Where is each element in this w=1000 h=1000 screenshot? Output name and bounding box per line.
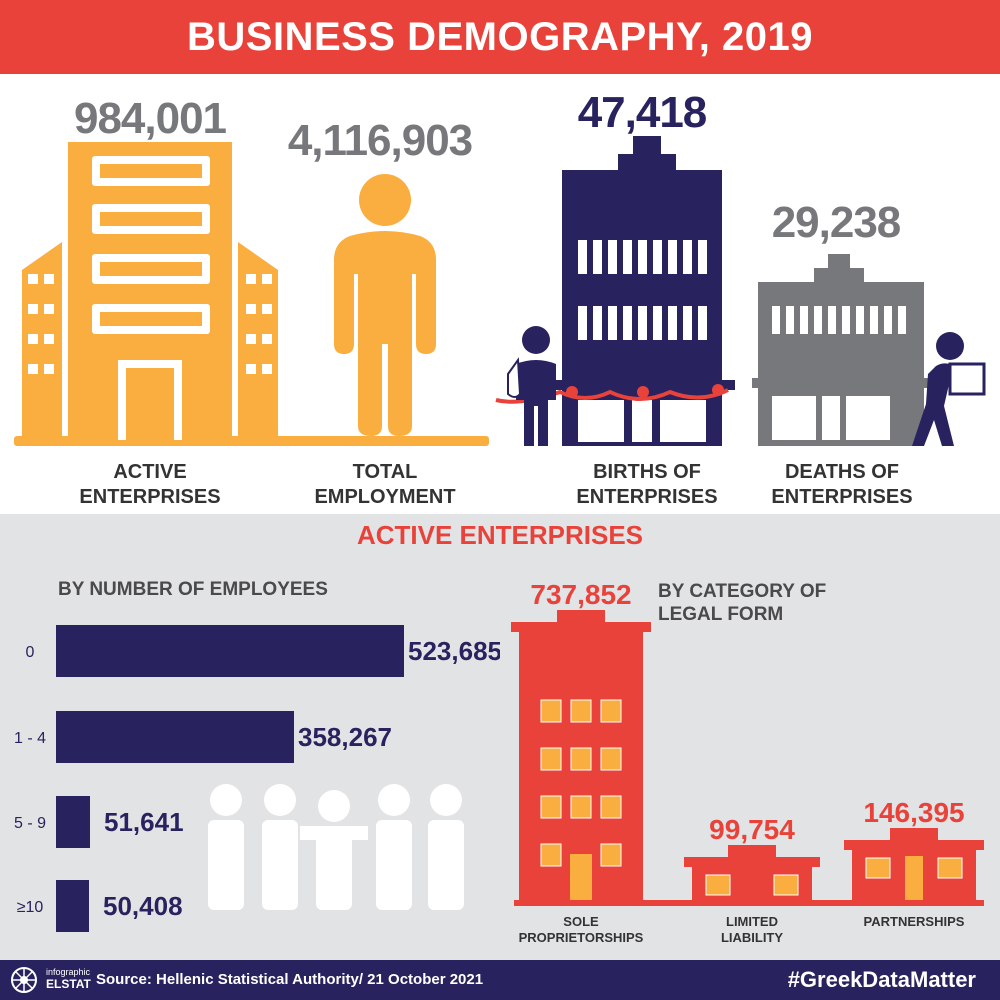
kpi-value-deaths: 29,238 — [771, 198, 902, 247]
logo-line: infographic — [46, 967, 91, 977]
legal-form-chart-title: BY CATEGORY OF LEGAL FORM — [658, 580, 826, 626]
employees-bar — [56, 625, 404, 677]
legal-form-category-label: PROPRIETORSHIPS — [519, 930, 644, 945]
legal-form-category-label: PARTNERSHIPS — [864, 914, 965, 929]
title-bar — [0, 0, 1000, 74]
legal-form-value-label: 737,852 — [530, 580, 631, 610]
kpi-label-line: BIRTHS OF — [593, 461, 701, 483]
kpi-label-line: ENTERPRISES — [79, 486, 221, 508]
page-title: BUSINESS DEMOGRAPHY, 2019 — [186, 15, 813, 59]
person-carrying-box-icon — [912, 332, 986, 446]
legal-form-category-label: LIABILITY — [721, 930, 783, 945]
source-text: Source: Hellenic Statistical Authority/ … — [96, 971, 484, 988]
kpi-value-employment: 4,116,903 — [287, 116, 473, 165]
employees-category-label: ≥10 — [17, 899, 44, 916]
legal-form-title-line: BY CATEGORY OF — [658, 581, 827, 602]
footer-bar — [0, 960, 1000, 1000]
kpi-label-births: BIRTHS OF ENTERPRISES — [565, 460, 729, 510]
kpi-value-active: 984,001 — [73, 94, 227, 143]
kpi-label-employment: TOTAL EMPLOYMENT — [300, 460, 470, 510]
elstat-logo-text: infographic ELSTAT — [46, 966, 91, 990]
employees-bar — [56, 711, 294, 763]
employees-category-label: 0 — [26, 644, 35, 661]
office-building-icon — [22, 142, 278, 440]
legal-form-bar — [844, 828, 984, 902]
kpi-label-line: ACTIVE — [113, 461, 187, 483]
workers-group-icon — [208, 784, 464, 910]
legal-form-value-label: 146,395 — [863, 797, 964, 828]
closed-building-icon — [752, 254, 928, 446]
section-title: ACTIVE ENTERPRISES — [356, 520, 644, 550]
person-icon — [334, 174, 436, 436]
hashtag-text: #GreekDataMatter — [787, 967, 976, 992]
kpi-label-line: ENTERPRISES — [771, 486, 913, 508]
employees-chart-title: BY NUMBER OF EMPLOYEES — [58, 579, 328, 600]
legal-form-title-line: LEGAL FORM — [658, 604, 784, 625]
legal-form-category-label: SOLE — [563, 914, 599, 929]
employees-bar-chart: 0 523,685 1 - 4 358,267 5 - 9 51,641 ≥10 50,408 — [14, 625, 500, 932]
new-building-icon — [495, 136, 735, 446]
elstat-logo-icon — [11, 967, 37, 993]
employees-bar — [56, 880, 89, 932]
employees-value-label: 523,685 — [408, 636, 500, 666]
employees-value-label: 50,408 — [103, 891, 183, 921]
employees-category-label: 1 - 4 — [14, 730, 46, 747]
legal-ground-line — [514, 900, 984, 906]
employees-value-label: 51,641 — [104, 807, 184, 837]
legal-form-value-label: 99,754 — [709, 814, 795, 845]
kpi-label-line: TOTAL — [352, 461, 418, 483]
legal-form-bar — [511, 610, 651, 902]
employees-bar — [56, 796, 90, 848]
employees-value-label: 358,267 — [298, 722, 392, 752]
kpi-illustrations — [14, 136, 986, 446]
kpi-value-births: 47,418 — [577, 88, 708, 137]
kpi-label-active: ACTIVE ENTERPRISES — [70, 460, 230, 510]
kpi-label-line: ENTERPRISES — [576, 486, 718, 508]
legal-form-bar — [684, 845, 820, 902]
kpi-label-deaths: DEATHS OF ENTERPRISES — [760, 460, 924, 510]
legal-form-bar-chart: 737,852SOLEPROPRIETORSHIPS99,754LIMITEDL… — [511, 580, 984, 945]
employees-category-label: 5 - 9 — [14, 815, 46, 832]
legal-form-category-label: LIMITED — [726, 914, 778, 929]
kpi-label-line: DEATHS OF — [784, 461, 900, 483]
logo-line: ELSTAT — [46, 977, 91, 991]
kpi-label-line: EMPLOYMENT — [314, 486, 456, 508]
